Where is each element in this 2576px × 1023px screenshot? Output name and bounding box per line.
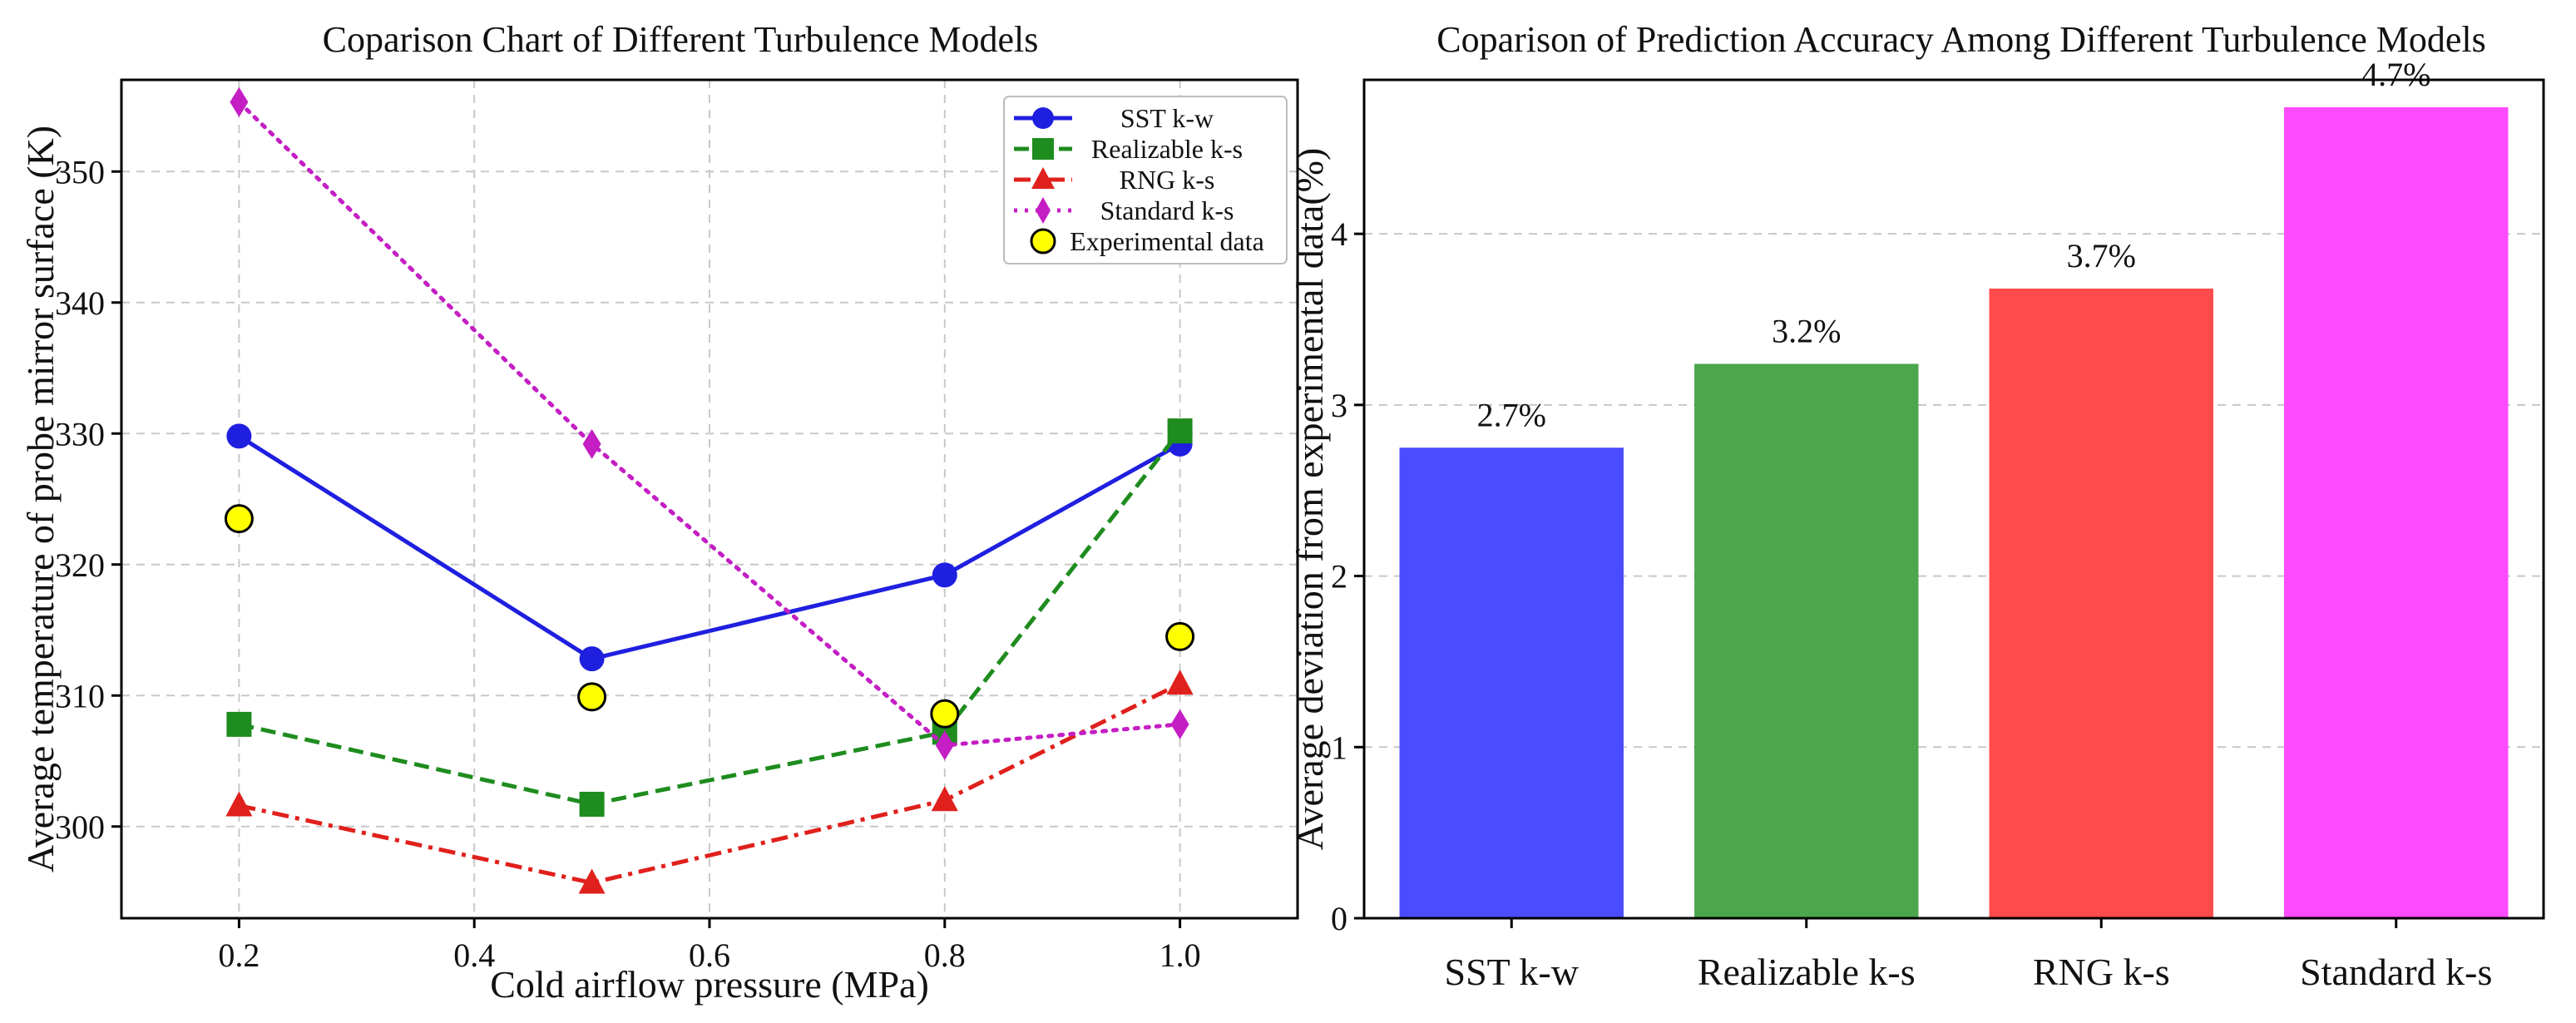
legend-label-experimental-data: Experimental data (1070, 226, 1264, 256)
point-realizable-k-s (1167, 418, 1193, 444)
data-label-realizable-k-s: 3.2% (1772, 312, 1841, 349)
bar-chart-bars: 2.7% 3.2% 3.7% 4.7% (1399, 56, 2509, 918)
y-tick-label: 3 (1331, 387, 1347, 424)
point-rng-k-s (578, 868, 606, 894)
y-tick-label: 1 (1331, 729, 1347, 766)
point-rng-k-s (1166, 670, 1194, 695)
legend-label-rng-k-s: RNG k-s (1120, 165, 1215, 195)
x-tick-label-realizable-k-s: Realizable k-s (1698, 951, 1916, 993)
point-experimental-data (224, 504, 254, 534)
y-tick-label: 310 (55, 677, 105, 714)
legend-marker-rng-k-s (1031, 167, 1055, 189)
bar-chart-frame (1362, 78, 2545, 920)
y-tick-label: 330 (55, 415, 105, 452)
line-chart-ticks: 0.2 0.4 0.6 0.8 1.0 300 310 320 330 340 350 (55, 153, 1201, 974)
series-rng-k-s (225, 670, 1194, 894)
data-label-standard-k-s: 4.7% (2361, 56, 2430, 93)
legend-marker-standard-k-s (1036, 197, 1051, 224)
legend-marker-realizable-k-s (1032, 138, 1054, 160)
x-tick-label: 0.4 (453, 937, 495, 974)
point-standard-k-s (1170, 709, 1189, 739)
bar-realizable-k-s (1694, 363, 1919, 918)
series-standard-k-s (230, 86, 1189, 761)
point-rng-k-s (931, 786, 958, 812)
point-sst-k-w (932, 562, 957, 588)
line-chart: Coparison Chart of Different Turbulence … (19, 19, 1299, 1006)
point-standard-k-s (582, 428, 601, 459)
y-tick-label: 320 (55, 546, 105, 584)
x-tick-label: 0.6 (689, 937, 730, 974)
bar-rng-k-s (1989, 288, 2213, 918)
legend-marker-sst-k-w (1032, 107, 1054, 129)
x-tick-label: 0.2 (218, 937, 260, 974)
line-chart-xlabel: Cold airflow pressure (MPa) (490, 963, 929, 1006)
line-chart-ylabel: Average temperature of probe mirror surf… (19, 126, 62, 872)
bar-chart: Coparison of Prediction Accuracy Among D… (1288, 19, 2545, 993)
series-line-sst-k-w (238, 434, 1181, 661)
point-realizable-k-s (226, 711, 252, 737)
x-tick-label-rng-k-s: RNG k-s (2033, 951, 2170, 993)
series-line-rng-k-s (238, 681, 1181, 886)
line-chart-grid (121, 80, 1298, 918)
point-standard-k-s (935, 730, 954, 761)
series-line-realizable-k-s (238, 429, 1182, 807)
bar-sst-k-w (1399, 447, 1624, 918)
series-sst-k-w (226, 423, 1193, 672)
x-tick-label: 0.8 (924, 937, 966, 974)
point-rng-k-s (225, 791, 253, 817)
bar-chart-ticks: 0 1 2 3 4 SST k-w Realizable k-s RNG k-s Standar… (1331, 215, 2492, 993)
y-tick-label: 4 (1331, 215, 1347, 253)
legend-marker-experimental-data (1030, 228, 1056, 255)
y-tick-label: 340 (55, 284, 105, 322)
bar-chart-title: Coparison of Prediction Accuracy Among D… (1436, 19, 2486, 60)
y-tick-label: 0 (1331, 900, 1347, 937)
point-experimental-data (577, 682, 607, 712)
point-experimental-data (930, 699, 960, 729)
x-tick-label-standard-k-s: Standard k-s (2300, 951, 2492, 993)
legend-label-realizable-k-s: Realizable k-s (1091, 134, 1243, 164)
point-sst-k-w (579, 646, 605, 672)
bar-chart-ylabel: Average deviation from experimental data… (1288, 148, 1331, 851)
legend-label-sst-k-w: SST k-w (1120, 103, 1214, 133)
line-chart-title: Coparison Chart of Different Turbulence … (323, 19, 1039, 60)
line-chart-series (224, 86, 1195, 894)
x-tick-label-sst-k-w: SST k-w (1445, 951, 1580, 993)
point-standard-k-s (230, 86, 249, 117)
legend-label-standard-k-s: Standard k-s (1100, 195, 1234, 225)
point-realizable-k-s (579, 791, 605, 817)
series-line-standard-k-s (236, 100, 1183, 748)
y-tick-label: 2 (1331, 558, 1347, 596)
point-sst-k-w (226, 423, 252, 449)
data-label-rng-k-s: 3.7% (2067, 237, 2136, 274)
point-experimental-data (1165, 621, 1195, 651)
bar-standard-k-s (2284, 106, 2509, 918)
data-label-sst-k-w: 2.7% (1477, 396, 1546, 433)
legend-box (1003, 96, 1288, 264)
y-tick-label: 300 (55, 808, 105, 846)
y-tick-label: 350 (55, 153, 105, 190)
x-tick-label: 1.0 (1159, 937, 1201, 974)
series-experimental-data (224, 504, 1195, 729)
